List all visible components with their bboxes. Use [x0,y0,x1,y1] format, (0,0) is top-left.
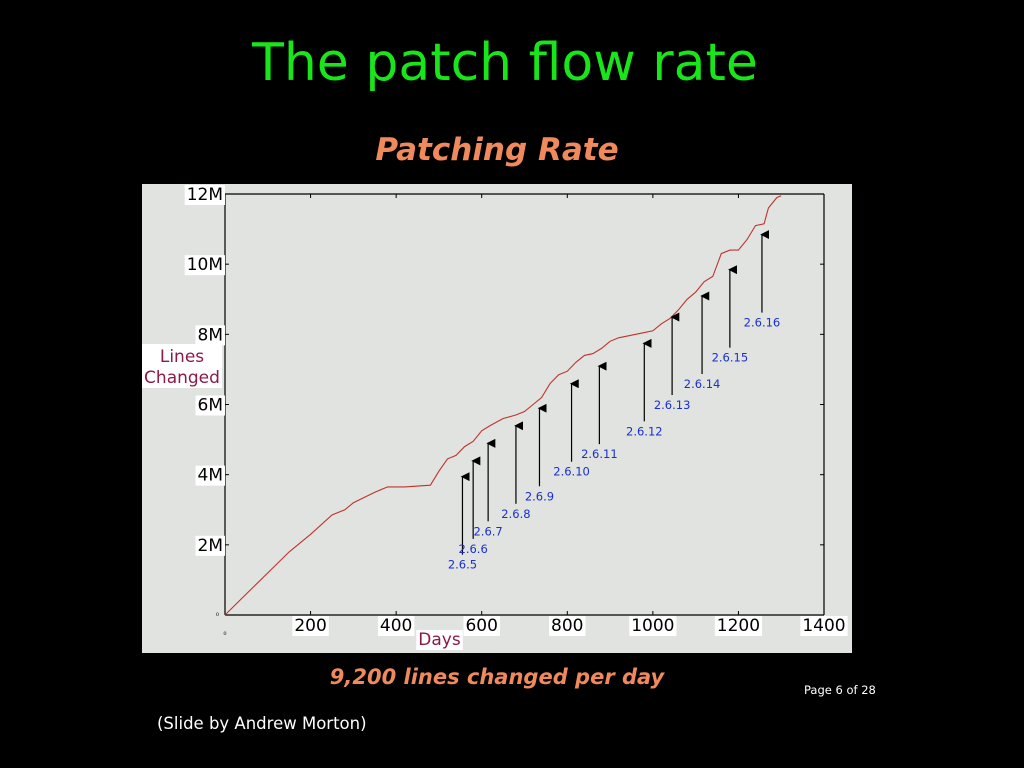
page-indicator: Page 6 of 28 [804,683,876,697]
y-tick-label-bg [195,535,225,556]
x-tick-label: 1400 [802,616,845,636]
x-tick-label-bg [292,616,329,636]
patch-lines-series [224,195,782,616]
y-axis-label-line: Lines [160,347,204,367]
release-label: 2.6.10 [553,465,590,479]
x-axis-label-bg [416,630,463,650]
y-tick-label-bg [184,185,225,205]
release-label: 2.6.6 [459,542,488,556]
y-tick-label-group: 4M [195,465,225,486]
slide-title: The patch flow rate [252,33,758,93]
x-tick-label: 1200 [717,616,760,636]
x-tick-label: 600 [465,616,497,636]
y-tick-label-bg [195,395,225,416]
x-tick-label: 400 [380,616,412,636]
x-tick-label-group: 1200 [714,616,763,636]
y-axis-label-line: Changed [144,368,220,388]
x-tick-label: 0 [223,631,226,637]
release-label: 2.6.13 [654,398,691,412]
release-label: 2.6.15 [712,351,749,365]
y-tick-label: 8M [198,325,223,345]
x-tick-label: 800 [551,616,583,636]
y-tick-label: 10M [187,255,223,275]
x-axis-label: Days [418,630,461,650]
y-tick-label-bg [195,465,225,486]
y-tick-label: 4M [198,466,223,486]
release-label: 2.6.12 [626,424,663,438]
x-tick-label-group: 200 [292,616,329,636]
y-tick-label: 0 [216,612,219,618]
release-label: 2.6.14 [684,377,721,391]
x-tick-label-group: 1400 [800,616,848,636]
slide-credit: (Slide by Andrew Morton) [157,714,367,733]
y-tick-label-bg [184,255,225,276]
chart-caption: 9,200 lines changed per day [329,665,665,689]
y-tick-label-group: 8M [195,325,225,346]
y-tick-label-group: 10M [184,255,225,276]
release-label: 2.6.16 [744,316,781,330]
x-tick-label: 1000 [631,616,674,636]
x-tick-label-bg [463,616,500,636]
x-tick-label-bg [714,616,763,636]
release-label: 2.6.7 [473,524,502,538]
y-axis-label-bg [142,344,222,388]
y-tick-label-bg [195,325,225,346]
x-tick-label-group: 1000 [629,616,677,636]
x-tick-label-group: 600 [463,616,500,636]
x-tick-label-bg [800,616,848,636]
y-tick-label: 12M [187,185,223,205]
y-tick-label: 6M [198,396,223,416]
y-tick-label-group: 12M [184,185,225,205]
x-tick-label-bg [377,616,415,636]
chart-background [142,184,852,653]
chart-title: Patching Rate [375,132,619,168]
x-tick-label-group: 800 [549,616,586,636]
x-tick-label-bg [549,616,586,636]
y-tick-label: 2M [198,536,223,556]
y-tick-label-group: 2M [195,535,225,556]
x-tick-label: 200 [294,616,326,636]
x-axis-label-group: Days [416,630,463,650]
release-label: 2.6.9 [525,489,554,503]
release-label: 2.6.8 [501,507,530,521]
x-tick-label-group: 400 [377,616,415,636]
release-label: 2.6.11 [581,447,618,461]
y-tick-label-group: 6M [195,395,225,416]
patching-rate-chart: 0 200 400 600 800 1000 1200 1400 0 2M 4M 6M 8M 10M 12M… [142,184,852,653]
x-tick-label-bg [629,616,677,636]
release-label: 2.6.5 [448,558,477,572]
